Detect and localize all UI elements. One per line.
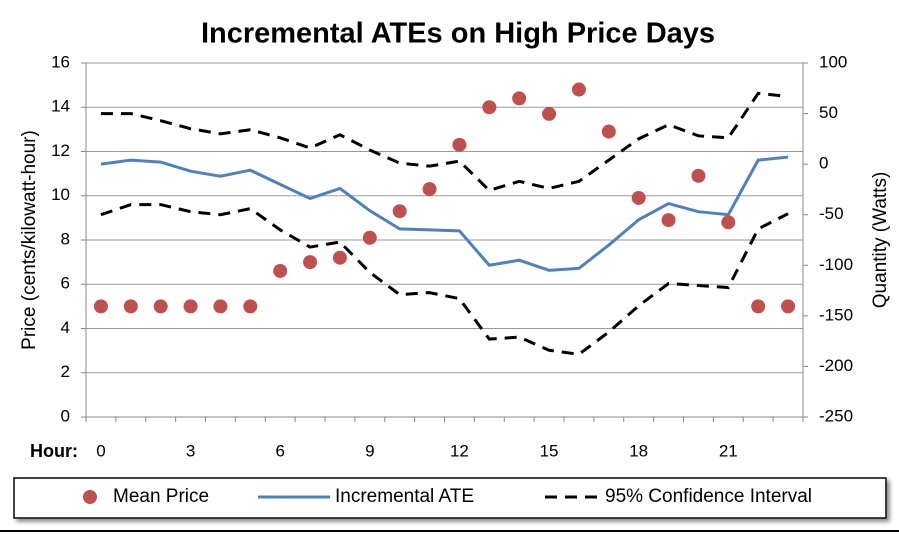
y-tick-label: 0 [61,406,70,425]
y-axis-label: Price (cents/kilowatt-hour) [19,130,40,350]
chart-title: Incremental ATEs on High Price Days [201,18,715,50]
legend-label: Mean Price [113,486,209,507]
x-tick-label: 18 [629,441,648,460]
y2-axis-label: Quantity (Watts) [870,172,891,309]
price-dot [482,100,497,115]
price-dot [542,106,557,121]
y-tick-label: 4 [61,318,70,337]
x-tick-label: 12 [450,441,469,460]
price-dot [452,137,467,152]
price-dot [601,124,616,139]
price-dot [362,230,377,245]
price-dot [123,299,138,314]
price-dot [781,299,796,314]
price-dot [183,299,198,314]
legend-label: Incremental ATE [335,486,474,507]
y-tick-label: 6 [61,274,70,293]
x-tick-label: 9 [365,441,374,460]
price-dot [571,82,586,97]
price-dot [153,299,168,314]
price-dot [691,168,706,183]
legend-label: 95% Confidence Interval [605,486,812,507]
y2-tick-label: 0 [819,154,828,173]
x-tick-label: 21 [719,441,738,460]
price-dot [93,299,108,314]
y-tick-label: 10 [51,185,70,204]
price-dot [751,299,766,314]
legend-swatch [83,490,97,504]
price-dot [303,255,318,270]
price-dot [332,250,347,265]
ci-upper-line [100,91,789,193]
price-dot [721,215,736,230]
y-tick-label: 16 [51,52,70,71]
price-dot [512,91,527,106]
price-dot [273,263,288,278]
ci-lower-line [100,203,789,356]
x-tick-label: 3 [186,441,195,460]
y-tick-label: 14 [51,97,70,116]
y2-tick-label: -250 [819,406,853,425]
y-tick-label: 2 [61,362,70,381]
y2-tick-label: -100 [819,255,853,274]
y2-tick-label: 100 [819,52,847,71]
x-tick-label: 15 [540,441,559,460]
price-dot [661,213,676,228]
y-tick-label: 8 [61,229,70,248]
y-tick-label: 12 [51,141,70,160]
x-tick-label: 6 [275,441,284,460]
ate-line [100,155,789,272]
price-dot [243,299,258,314]
y2-tick-label: 50 [819,103,838,122]
legend-box [13,477,887,519]
x-axis-label: Hour: [30,441,78,461]
price-dot [392,204,407,219]
y2-tick-label: -200 [819,356,853,375]
price-dot [213,299,228,314]
x-tick-label: 0 [96,441,105,460]
price-dot [422,182,437,197]
price-dot [631,190,646,205]
y2-tick-label: -50 [819,204,844,223]
y2-tick-label: -150 [819,305,853,324]
